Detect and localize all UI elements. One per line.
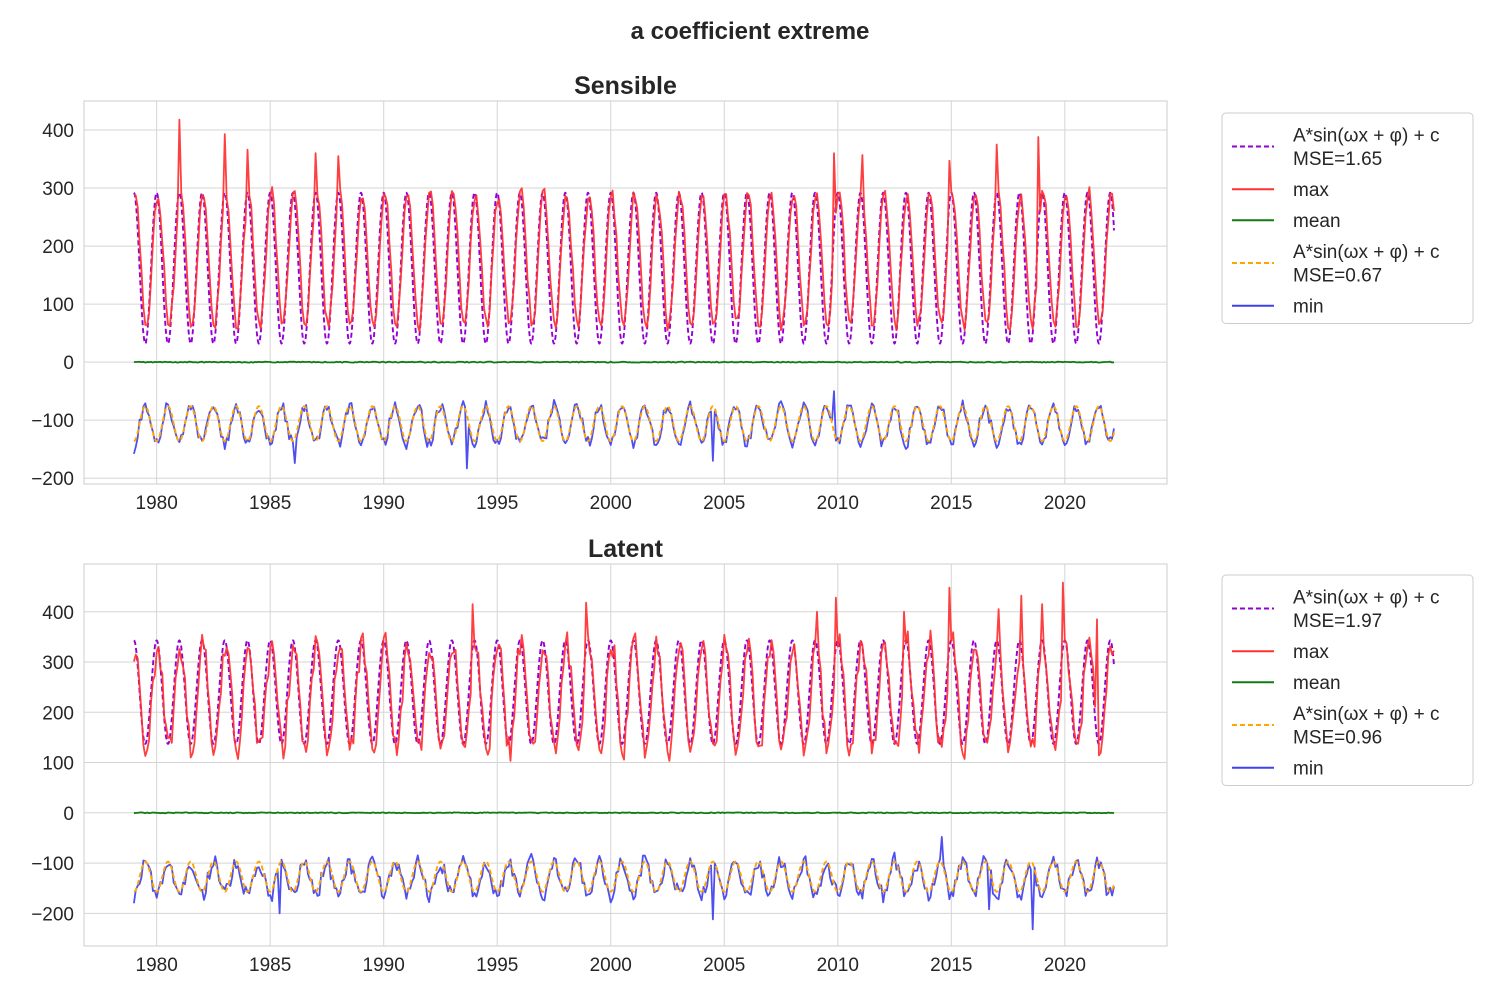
y-tick-label: −100 bbox=[31, 411, 74, 432]
x-tick-label: 2010 bbox=[817, 493, 859, 514]
legend-label: MSE=0.67 bbox=[1293, 266, 1382, 287]
legend-label: A*sin(ωx + φ) + c bbox=[1293, 242, 1439, 263]
legend-label: A*sin(ωx + φ) + c bbox=[1293, 588, 1439, 609]
panel-title: Sensible bbox=[574, 72, 677, 100]
legend-label: A*sin(ωx + φ) + c bbox=[1293, 126, 1439, 147]
legend-label: max bbox=[1293, 642, 1329, 663]
legend-label: min bbox=[1293, 759, 1324, 780]
x-tick-label: 2015 bbox=[930, 955, 972, 976]
x-tick-label: 1995 bbox=[476, 493, 518, 514]
x-tick-label: 2015 bbox=[930, 493, 972, 514]
series-line-fit-min bbox=[133, 860, 1115, 893]
y-tick-label: −200 bbox=[31, 469, 74, 490]
y-tick-label: 300 bbox=[42, 653, 74, 674]
x-tick-label: 1985 bbox=[249, 493, 291, 514]
legend-label: min bbox=[1293, 297, 1324, 318]
y-tick-label: 200 bbox=[42, 703, 74, 724]
legend-label: MSE=0.96 bbox=[1293, 728, 1382, 749]
x-tick-label: 2020 bbox=[1044, 493, 1086, 514]
x-tick-label: 2000 bbox=[590, 493, 632, 514]
series-group bbox=[133, 581, 1115, 931]
y-tick-label: 100 bbox=[42, 295, 74, 316]
series-line-fit-min bbox=[133, 405, 1115, 443]
series-line-max bbox=[133, 118, 1115, 333]
series-line-min bbox=[133, 836, 1115, 931]
y-tick-label: 0 bbox=[63, 353, 74, 374]
y-tick-label: 100 bbox=[42, 754, 74, 775]
legend-label: max bbox=[1293, 180, 1329, 201]
legend: A*sin(ωx + φ) + c MSE=1.97 max mean A*sin(ω… bbox=[1221, 574, 1474, 786]
y-tick-label: 0 bbox=[63, 804, 74, 825]
legend-box bbox=[1221, 112, 1474, 324]
series-group bbox=[133, 118, 1115, 470]
y-tick-label: −100 bbox=[31, 854, 74, 875]
y-tick-label: 400 bbox=[42, 603, 74, 624]
legend-label: A*sin(ωx + φ) + c bbox=[1293, 704, 1439, 725]
legend: A*sin(ωx + φ) + c MSE=1.65 max mean A*sin(ω… bbox=[1221, 112, 1474, 324]
y-tick-label: 200 bbox=[42, 237, 74, 258]
x-tick-label: 1980 bbox=[136, 955, 178, 976]
x-tick-label: 1990 bbox=[363, 955, 405, 976]
plot-area bbox=[83, 563, 1168, 947]
x-tick-label: 1985 bbox=[249, 955, 291, 976]
x-tick-label: 2005 bbox=[703, 493, 745, 514]
panel-title: Latent bbox=[588, 535, 664, 563]
series-line-fit-max bbox=[133, 191, 1115, 345]
series-line-mean bbox=[133, 360, 1115, 364]
y-tick-label: 400 bbox=[42, 121, 74, 142]
figure-title: a coefficient extreme bbox=[631, 18, 870, 45]
x-tick-label: 2020 bbox=[1044, 955, 1086, 976]
x-tick-label: 1980 bbox=[136, 493, 178, 514]
legend-box bbox=[1221, 574, 1474, 786]
x-tick-label: 2005 bbox=[703, 955, 745, 976]
x-tick-label: 1990 bbox=[363, 493, 405, 514]
legend-label: mean bbox=[1293, 211, 1341, 232]
series-line-mean bbox=[133, 811, 1115, 815]
x-tick-label: 1995 bbox=[476, 955, 518, 976]
series-line-max bbox=[133, 581, 1115, 762]
grid bbox=[84, 101, 1167, 484]
x-tick-label: 2010 bbox=[817, 955, 859, 976]
x-tick-label: 2000 bbox=[590, 955, 632, 976]
legend-label: MSE=1.97 bbox=[1293, 611, 1382, 632]
legend-label: MSE=1.65 bbox=[1293, 149, 1382, 170]
legend-label: mean bbox=[1293, 673, 1341, 694]
y-tick-label: 300 bbox=[42, 179, 74, 200]
y-tick-label: −200 bbox=[31, 904, 74, 925]
